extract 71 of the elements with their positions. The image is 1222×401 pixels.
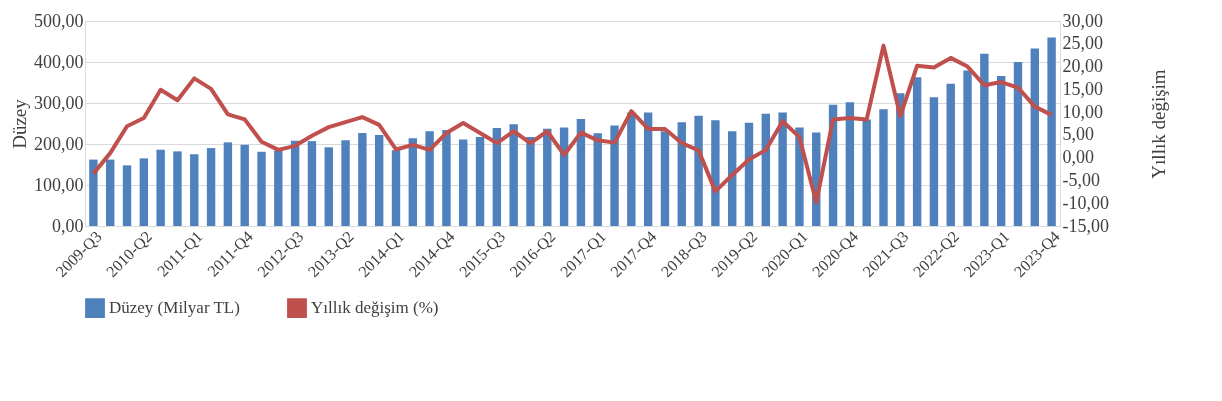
bar (711, 120, 720, 226)
bar (307, 141, 317, 226)
bar (576, 118, 586, 226)
y-tick-label: 300,00 (34, 92, 84, 113)
y-axis-title: Düzey (9, 98, 30, 149)
legend-label: Yıllık değişim (%) (311, 298, 439, 318)
line-series (91, 43, 1054, 205)
bar (526, 137, 535, 226)
y2-tick-label: 5,00 (1062, 124, 1094, 145)
bar (274, 150, 283, 226)
bar (963, 70, 972, 226)
bar (442, 130, 451, 226)
y-tick-label: 100,00 (34, 174, 84, 195)
bar (89, 159, 98, 226)
bar (610, 125, 619, 226)
bar (677, 122, 686, 226)
bar (223, 142, 233, 226)
bar (190, 154, 199, 226)
y2-tick-label: 25,00 (1062, 33, 1103, 54)
y-tick-label: 200,00 (34, 133, 84, 154)
y2-tick-label: 10,00 (1062, 101, 1103, 122)
bar (694, 115, 703, 226)
bar (1047, 37, 1056, 226)
bar (912, 77, 922, 226)
bar (408, 138, 417, 226)
bar (391, 150, 401, 226)
bar (778, 112, 787, 226)
bar (509, 124, 518, 226)
bar (492, 128, 502, 226)
y2-tick-label: -15,00 (1062, 215, 1109, 236)
y-tick-label: 500,00 (34, 10, 84, 31)
bar (324, 147, 333, 226)
y2-tick-label: -5,00 (1062, 169, 1100, 190)
legend-label: Düzey (Milyar TL) (109, 298, 240, 318)
y-tick-label: 400,00 (34, 51, 84, 72)
bar (374, 134, 384, 226)
bar (1013, 62, 1023, 226)
bar (139, 158, 149, 226)
bar (358, 132, 367, 226)
bar (240, 144, 249, 226)
bar (728, 131, 737, 226)
bar (341, 140, 350, 226)
y2-axis-title: Yıllık değişim (1147, 69, 1169, 179)
bar (643, 112, 653, 226)
bar (862, 119, 871, 226)
y2-tick-label: 15,00 (1062, 78, 1103, 99)
bar (660, 131, 670, 226)
bar (879, 109, 888, 226)
bar (946, 83, 955, 226)
y2-tick-label: -10,00 (1062, 192, 1109, 213)
bar (1030, 48, 1039, 226)
y2-tick-label: 20,00 (1062, 56, 1103, 77)
bar (425, 131, 434, 226)
bar (475, 137, 485, 226)
bar (173, 151, 182, 226)
bar (593, 133, 602, 226)
bar (845, 102, 855, 226)
bar (929, 97, 939, 226)
bar (156, 149, 165, 226)
bar (206, 148, 216, 226)
bar (627, 112, 636, 226)
bar (980, 53, 989, 226)
y2-tick-label: 30,00 (1062, 10, 1103, 31)
bar (257, 151, 266, 226)
bar (996, 75, 1006, 226)
bar (459, 139, 468, 226)
bar (106, 159, 115, 226)
bar (290, 140, 300, 226)
y2-tick-label: 0,00 (1062, 147, 1094, 168)
bar (122, 165, 132, 226)
bar (744, 122, 754, 226)
